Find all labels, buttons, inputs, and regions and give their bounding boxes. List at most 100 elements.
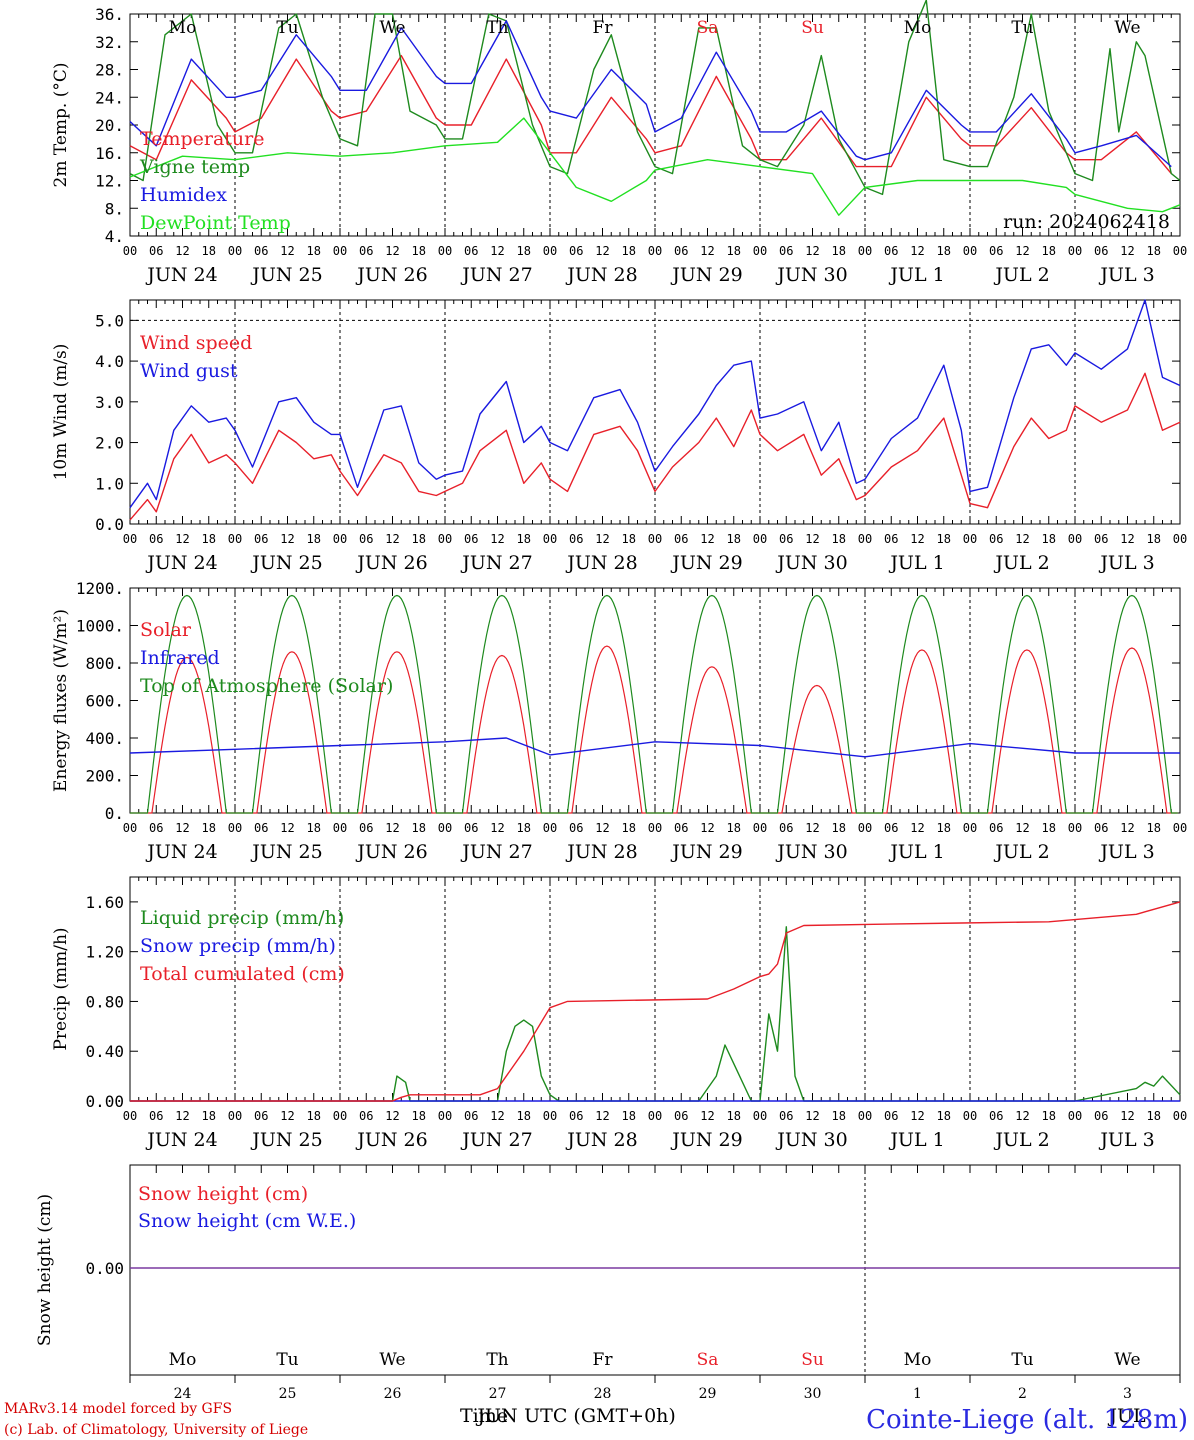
day-name: Fr: [593, 18, 614, 38]
hour-tick-label: 06: [989, 821, 1003, 835]
hour-tick-label: 12: [385, 244, 399, 258]
hour-tick-label: 06: [989, 1109, 1003, 1123]
y-axis-title: Precip (mm/h): [51, 927, 71, 1050]
date-label: JUL 1: [888, 841, 944, 863]
hour-tick-label: 00: [438, 532, 452, 546]
panel-3: 0. 200. 400. 600. 800. 1000. 1200. Solar Infrare…: [51, 579, 1187, 863]
hour-tick-label: 18: [622, 532, 636, 546]
date-label: JUN 26: [355, 841, 427, 863]
date-label: JUN 27: [460, 264, 532, 286]
date-label: JUN 25: [250, 841, 322, 863]
hour-tick-label: 18: [517, 532, 531, 546]
hour-tick-label: 18: [622, 821, 636, 835]
hour-tick-label: 00: [1068, 821, 1082, 835]
day-name: Mo: [169, 18, 197, 38]
day-number: 2: [1018, 1386, 1027, 1402]
hour-tick-label: 12: [595, 532, 609, 546]
legend-entry: Snow height (cm W.E.): [138, 1210, 356, 1232]
hour-tick-label: 06: [674, 1109, 688, 1123]
legend-entry: Total cumulated (cm): [140, 963, 345, 985]
y-tick-label: 24.: [95, 88, 124, 107]
hour-tick-label: 00: [333, 532, 347, 546]
hour-tick-label: 18: [1147, 1109, 1161, 1123]
hour-tick-label: 18: [202, 532, 216, 546]
day-name: Th: [486, 1350, 508, 1370]
panel-5: 0.00 Snow height (cm) Snow height (cm W.E.…: [35, 1164, 1181, 1427]
month-label: JUL: [1107, 1405, 1146, 1427]
hour-tick-label: 00: [333, 1109, 347, 1123]
panel-4: 0.00 0.40 0.80 1.20 1.60 Liquid precip (mm/h)…: [51, 876, 1187, 1151]
hour-tick-label: 18: [937, 532, 951, 546]
y-tick-label: 2.0: [95, 434, 124, 453]
hour-tick-label: 00: [963, 1109, 977, 1123]
y-tick-label: 3.0: [95, 393, 124, 412]
date-label: JUL 3: [1098, 841, 1154, 863]
hour-tick-label: 12: [910, 244, 924, 258]
date-label: JUN 30: [775, 841, 847, 863]
hour-tick-label: 12: [1120, 244, 1134, 258]
series-line: [130, 594, 1178, 814]
date-label: JUL 3: [1098, 264, 1154, 286]
hour-tick-label: 12: [1015, 244, 1029, 258]
y-tick-label: 1200.: [76, 579, 124, 598]
y-tick-label: 200.: [85, 767, 124, 786]
y-tick-label: 0.00: [85, 1259, 124, 1278]
date-label: JUL 1: [888, 1129, 944, 1151]
date-label: JUN 28: [565, 1129, 637, 1151]
day-name: We: [1114, 1350, 1140, 1370]
y-tick-label: 4.0: [95, 352, 124, 371]
legend-entry: Infrared: [140, 647, 220, 669]
hour-tick-label: 06: [1094, 1109, 1108, 1123]
hour-tick-label: 12: [910, 1109, 924, 1123]
hour-tick-label: 06: [149, 532, 163, 546]
hour-tick-label: 18: [727, 244, 741, 258]
hour-tick-label: 06: [1094, 821, 1108, 835]
hour-tick-label: 18: [727, 821, 741, 835]
x-axis-subtitle: UTC (GMT+0h): [524, 1405, 676, 1427]
hour-tick-label: 00: [753, 244, 767, 258]
series-line: [129, 54, 1172, 175]
hour-tick-label: 00: [1068, 532, 1082, 546]
date-label: JUL 2: [993, 552, 1049, 574]
date-label: JUN 28: [565, 552, 637, 574]
legend-entry: Liquid precip (mm/h): [140, 907, 344, 929]
hour-tick-label: 18: [517, 1109, 531, 1123]
hour-tick-label: 00: [228, 532, 242, 546]
hour-tick-label: 12: [805, 821, 819, 835]
day-number: 1: [913, 1386, 922, 1402]
day-number: 27: [489, 1386, 507, 1402]
day-name: We: [379, 1350, 405, 1370]
hour-tick-label: 00: [543, 532, 557, 546]
hour-tick-label: 12: [1120, 532, 1134, 546]
hour-tick-label: 18: [832, 1109, 846, 1123]
hour-tick-label: 12: [805, 532, 819, 546]
hour-tick-label: 00: [438, 1109, 452, 1123]
hour-tick-label: 06: [359, 532, 373, 546]
day-name: We: [379, 18, 405, 38]
day-name: Tu: [1011, 18, 1033, 38]
hour-tick-label: 00: [123, 244, 137, 258]
date-label: JUN 24: [145, 264, 217, 286]
hour-tick-label: 18: [202, 821, 216, 835]
hour-tick-label: 18: [307, 821, 321, 835]
hour-tick-label: 12: [805, 1109, 819, 1123]
legend-entry: DewPoint Temp: [140, 212, 291, 234]
y-tick-label: 28.: [95, 61, 124, 80]
hour-tick-label: 06: [1094, 532, 1108, 546]
hour-tick-label: 12: [910, 821, 924, 835]
hour-tick-label: 00: [858, 532, 872, 546]
date-label: JUL 3: [1098, 1129, 1154, 1151]
hour-tick-label: 18: [412, 244, 426, 258]
x-axis-title: Time: [460, 1405, 508, 1427]
y-tick-label: 1000.: [76, 617, 124, 636]
hour-tick-label: 00: [1173, 244, 1187, 258]
hour-tick-label: 18: [937, 244, 951, 258]
series-line: [130, 645, 1178, 814]
hour-tick-label: 06: [1094, 244, 1108, 258]
credit-line-1: MARv3.14 model forced by GFS: [4, 1401, 232, 1417]
hour-tick-label: 18: [1042, 244, 1056, 258]
hour-tick-label: 18: [202, 244, 216, 258]
legend-entry: Solar: [140, 619, 192, 641]
hour-tick-label: 18: [832, 532, 846, 546]
